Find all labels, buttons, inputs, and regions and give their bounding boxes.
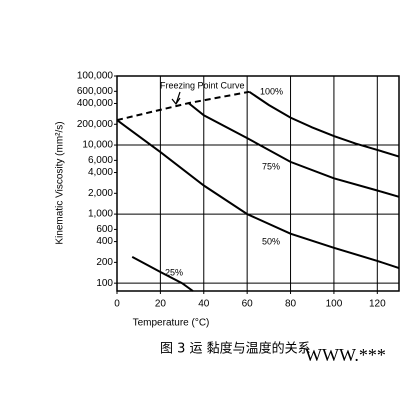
y-tick-label: 600,000 <box>77 86 114 97</box>
y-tick-label: 600 <box>96 224 113 235</box>
plot-frame <box>116 75 400 292</box>
series-line <box>131 256 194 292</box>
y-tick-label: 1,000 <box>88 209 113 220</box>
y-axis-title: Kinematic Viscosity (mm²/s) <box>55 121 66 244</box>
x-axis-title: Temperature (°C) <box>133 318 210 329</box>
x-tick-label: 120 <box>369 299 386 310</box>
x-tick-label: 0 <box>114 299 120 310</box>
x-tick-label: 100 <box>326 299 343 310</box>
series-label: 25% <box>165 267 183 277</box>
series-line <box>116 119 400 270</box>
series-label: 75% <box>262 161 280 171</box>
y-tick-label: 100 <box>96 278 113 289</box>
series-label: 50% <box>262 236 280 246</box>
arrow <box>171 91 181 106</box>
x-tick-label: 40 <box>198 299 210 310</box>
x-tick-label: 60 <box>242 299 254 310</box>
y-tick-label: 2,000 <box>88 188 113 199</box>
series-line <box>248 90 400 158</box>
series-label: 100% <box>260 86 283 96</box>
watermark: WWW.*** <box>305 345 386 365</box>
caption: 图 3 运 黏度与温度的关系 <box>160 341 311 357</box>
series-line <box>187 102 400 198</box>
y-tick-label: 6,000 <box>88 155 113 166</box>
y-tick-label: 200,000 <box>77 119 114 130</box>
y-tick-label: 200 <box>96 257 113 268</box>
series-label: Freezing Point Curve <box>160 80 245 90</box>
y-tick-label: 4,000 <box>88 167 113 178</box>
y-tick-label: 100,000 <box>77 71 114 82</box>
x-tick-label: 20 <box>155 299 167 310</box>
x-tick-label: 80 <box>285 299 297 310</box>
y-tick-label: 400,000 <box>77 98 114 109</box>
y-tick-label: 10,000 <box>82 140 113 151</box>
y-tick-label: 400 <box>96 236 113 247</box>
freezing-curve <box>116 90 250 122</box>
